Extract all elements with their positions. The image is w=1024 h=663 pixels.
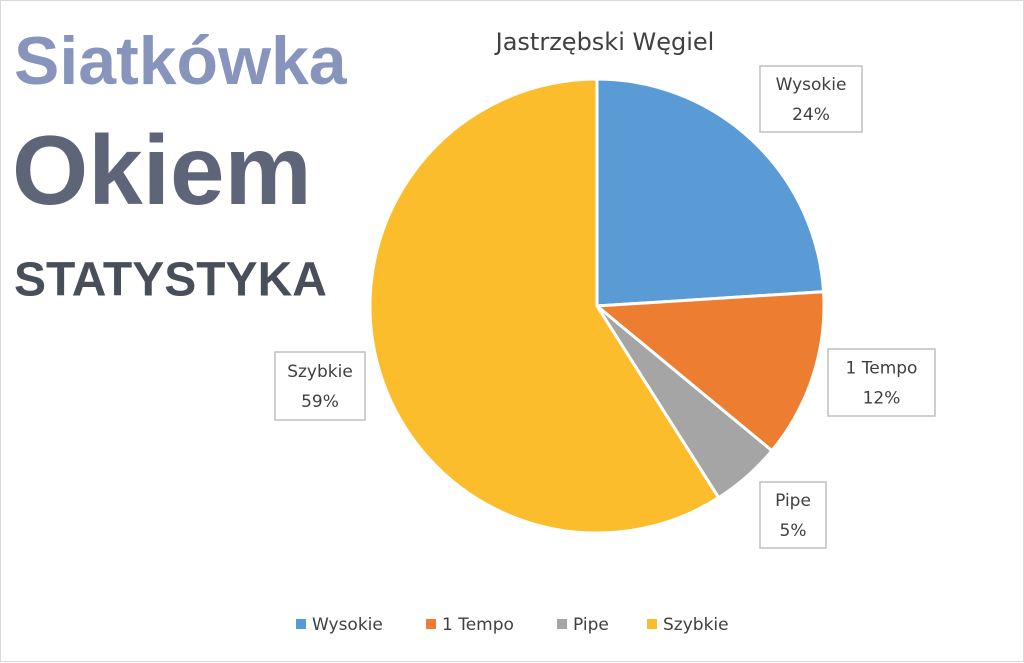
label-box <box>759 481 827 549</box>
label-value: 12% <box>863 389 901 409</box>
label-name: Wysokie <box>776 75 847 95</box>
legend-swatch <box>296 619 306 629</box>
legend-label: 1 Tempo <box>442 615 514 635</box>
label-name: Szybkie <box>287 362 353 382</box>
logo-line2: Okiem <box>12 115 312 225</box>
chart-title: Jastrzębski Węgiel <box>494 28 715 56</box>
label-name: 1 Tempo <box>846 359 918 379</box>
legend-swatch <box>426 619 436 629</box>
legend-label: Szybkie <box>663 615 729 635</box>
logo-line3: STATYSTYKA <box>14 254 327 307</box>
label-value: 59% <box>301 392 339 412</box>
legend-swatch <box>647 619 657 629</box>
pie-slice <box>593 290 826 453</box>
logo-line1: Siatkówka <box>14 23 348 99</box>
label-box <box>274 351 366 421</box>
label-box <box>759 65 863 133</box>
legend-label: Pipe <box>573 615 609 635</box>
label-name: Pipe <box>775 491 811 511</box>
legend-label: Wysokie <box>312 615 383 635</box>
pie-slice <box>595 77 826 308</box>
label-value: 5% <box>780 521 807 541</box>
pie-slice <box>368 77 721 535</box>
label-box <box>827 348 936 417</box>
label-value: 24% <box>792 105 830 125</box>
legend-swatch <box>557 619 567 629</box>
